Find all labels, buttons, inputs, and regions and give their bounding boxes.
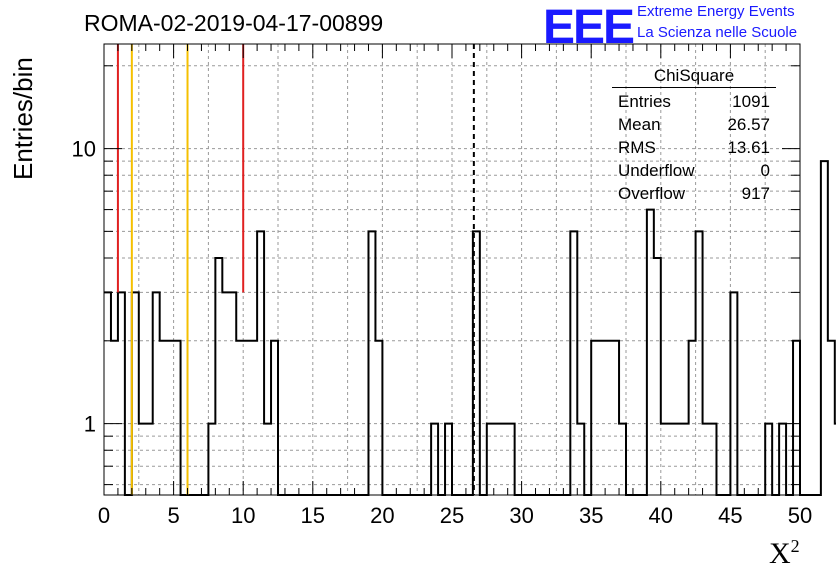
y-tick-label: 1	[84, 412, 96, 437]
x-tick-label: 40	[649, 503, 673, 528]
logo-line-2: La Scienza nelle Scuole	[637, 24, 798, 41]
y-tick-label: 10	[72, 137, 96, 162]
x-tick-label: 10	[231, 503, 255, 528]
stats-row-overflow: Overflow 917	[618, 184, 770, 203]
x-tick-label: 35	[579, 503, 603, 528]
logo-line-1: Extreme Energy Events	[637, 3, 795, 20]
x-tick-label: 5	[167, 503, 179, 528]
stats-box: ChiSquare Entries 1091 Mean 26.57 RMS 13.61…	[612, 66, 776, 205]
x-tick-label: 45	[718, 503, 742, 528]
x-tick-label: 0	[98, 503, 110, 528]
eee-logo: EEE	[543, 1, 635, 54]
x-tick-label: 30	[509, 503, 533, 528]
stats-name: ChiSquare	[612, 66, 776, 88]
x-axis-label: X2	[769, 536, 800, 570]
x-tick-label: 25	[440, 503, 464, 528]
stats-row-mean: Mean 26.57	[618, 115, 770, 134]
x-tick-label: 20	[370, 503, 394, 528]
x-tick-label: 15	[301, 503, 325, 528]
y-axis-label: Entries/bin	[8, 57, 38, 180]
stats-row-underflow: Underflow 0	[618, 161, 770, 180]
stats-row-rms: RMS 13.61	[618, 138, 770, 157]
stats-row-entries: Entries 1091	[618, 92, 770, 111]
x-tick-label: 50	[788, 503, 812, 528]
chart-title: ROMA-02-2019-04-17-00899	[84, 10, 384, 36]
